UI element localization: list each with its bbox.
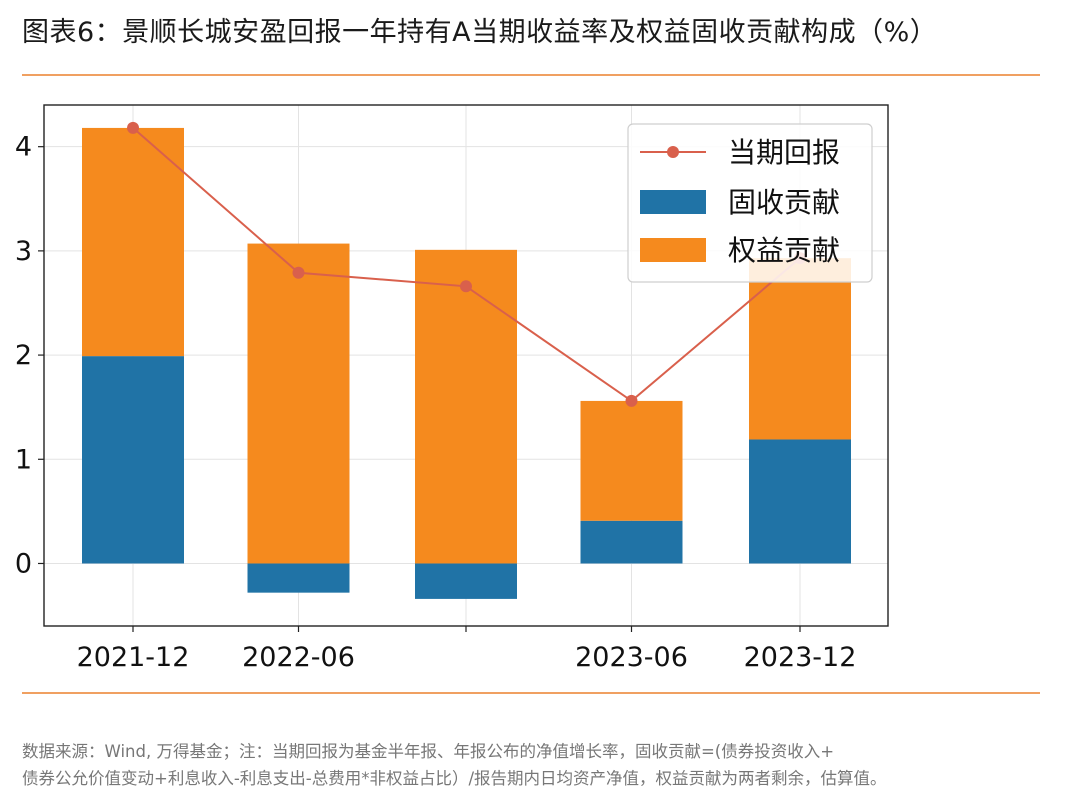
x-tick-label-0: 2021-12 — [77, 642, 190, 673]
bar-fixed-3 — [580, 520, 683, 564]
legend-point-marker — [667, 146, 679, 158]
y-tick-label-3: 3 — [15, 236, 32, 267]
legend-swatch-2 — [640, 238, 706, 262]
bar-fixed-4 — [749, 439, 851, 564]
line-point-1 — [292, 266, 305, 279]
chart: 0 1 2 3 4 2021-12 2022-06 2023-06 2023-12 当期回报固收贡… — [15, 104, 889, 673]
y-tick-label-0: 0 — [15, 548, 32, 579]
chart-title: 图表6：景顺长城安盈回报一年持有A当期收益率及权益固收贡献构成（%） — [22, 17, 938, 48]
bar-fixed-1 — [247, 563, 350, 593]
line-point-3 — [625, 394, 638, 407]
source-note-line-2: 债券公允价值变动+利息收入-利息支出-总费用*非权益占比）/报告期内日均资产净值… — [22, 769, 887, 788]
y-tick-label-4: 4 — [15, 132, 32, 163]
bottom-divider — [22, 692, 1040, 694]
legend-label-0: 当期回报 — [728, 136, 840, 169]
x-tick-label-1: 2022-06 — [242, 642, 355, 673]
bar-fixed-2 — [415, 563, 517, 599]
bar-equity-1 — [247, 243, 350, 564]
legend-label-1: 固收贡献 — [728, 186, 840, 219]
legend-label-2: 权益贡献 — [728, 234, 840, 267]
bar-equity-4 — [749, 258, 851, 440]
x-tick-label-4: 2023-12 — [744, 642, 857, 673]
line-point-2 — [460, 280, 472, 293]
source-note: 数据来源：Wind, 万得基金；注：当期回报为基金半年报、年报公布的净值增长率，… — [22, 738, 1067, 792]
line-point-0 — [127, 121, 139, 134]
bar-fixed-0 — [82, 356, 184, 564]
bar-equity-0 — [82, 127, 184, 357]
x-tick-label-3: 2023-06 — [575, 642, 688, 673]
y-tick-label-2: 2 — [15, 340, 32, 371]
bar-equity-2 — [415, 249, 517, 564]
legend-swatch-1 — [640, 190, 706, 214]
y-tick-label-1: 1 — [15, 444, 32, 475]
bar-equity-3 — [580, 400, 683, 521]
top-divider — [22, 74, 1040, 76]
source-note-line-1: 数据来源：Wind, 万得基金；注：当期回报为基金半年报、年报公布的净值增长率，… — [22, 742, 835, 761]
